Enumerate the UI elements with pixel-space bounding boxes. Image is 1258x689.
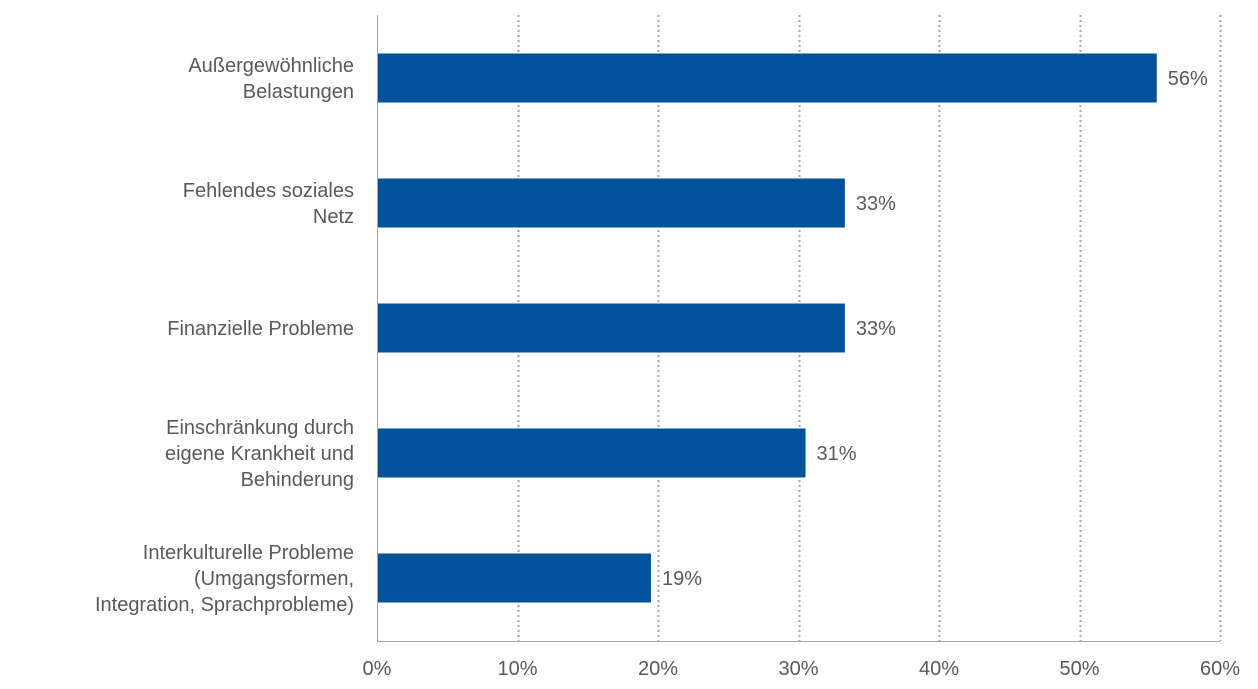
gridlines (517, 15, 1222, 641)
data-label: 56% (1168, 68, 1208, 90)
category-label: Außergewöhnliche (188, 55, 354, 77)
category-label: Belastungen (243, 81, 354, 103)
bar (377, 178, 845, 228)
axes (377, 15, 1220, 642)
data-label: 33% (856, 193, 896, 215)
bar (377, 303, 845, 353)
category-label: Netz (313, 206, 354, 228)
category-label: Finanzielle Probleme (167, 318, 354, 340)
labels: 0% 10% 20% 30% 40% 50% 60% Außergewöhnliche Bela… (95, 55, 1240, 680)
category-label: Integration, Sprachprobleme) (95, 594, 354, 616)
data-label: 33% (856, 318, 896, 340)
x-tick-label: 30% (778, 658, 818, 680)
bar (377, 553, 651, 603)
x-tick-label: 50% (1059, 658, 1099, 680)
bar (377, 53, 1157, 103)
data-label: 19% (662, 568, 702, 590)
x-tick-label: 10% (497, 658, 537, 680)
category-label: Fehlendes soziales (183, 180, 354, 202)
category-label: Interkulturelle Probleme (143, 542, 354, 564)
bar (377, 428, 806, 478)
category-label: (Umgangsformen, (194, 568, 354, 590)
category-label: Einschränkung durch (166, 417, 354, 439)
x-tick-label: 20% (638, 658, 678, 680)
x-tick-label: 60% (1200, 658, 1240, 680)
category-label: Behinderung (241, 469, 354, 491)
data-label: 31% (817, 443, 857, 465)
category-label: eigene Krankheit und (165, 443, 354, 465)
bars (377, 53, 1157, 603)
x-tick-label: 40% (919, 658, 959, 680)
x-tick-label: 0% (363, 658, 392, 680)
